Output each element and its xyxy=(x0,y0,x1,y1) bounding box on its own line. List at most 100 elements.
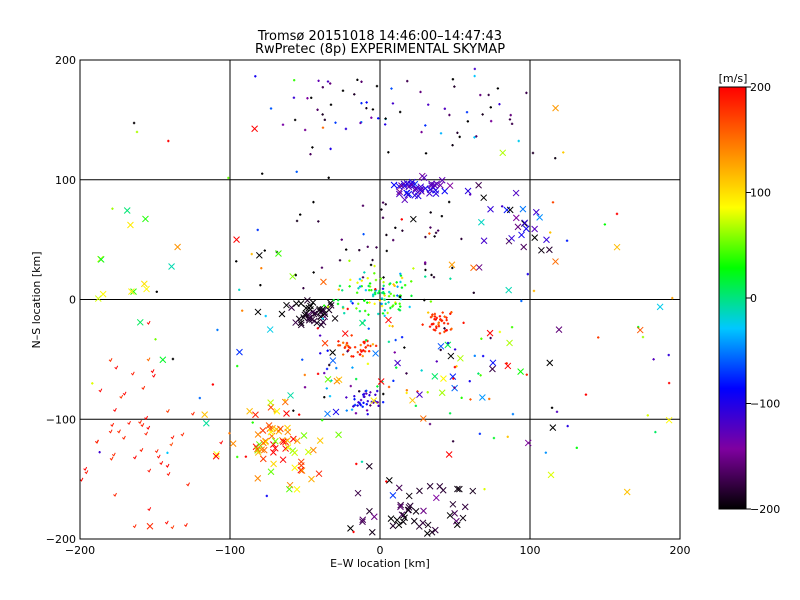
data-point xyxy=(378,299,382,302)
data-point xyxy=(359,403,362,407)
data-point xyxy=(347,524,354,532)
data-point xyxy=(255,251,263,259)
data-point xyxy=(122,391,127,396)
data-point xyxy=(450,311,453,314)
data-point xyxy=(393,284,396,288)
data-point xyxy=(419,519,427,527)
data-point xyxy=(365,462,373,470)
data-point xyxy=(489,359,497,367)
data-point xyxy=(335,376,343,384)
data-point xyxy=(435,326,438,330)
data-point xyxy=(436,229,440,232)
data-point xyxy=(437,324,441,328)
data-point xyxy=(346,350,349,353)
data-point xyxy=(451,440,455,443)
data-point xyxy=(323,371,326,375)
data-point xyxy=(341,353,345,356)
data-point xyxy=(654,430,657,434)
data-point xyxy=(147,507,152,512)
data-point xyxy=(478,432,482,435)
data-point xyxy=(386,311,389,315)
data-point xyxy=(403,283,407,287)
data-point xyxy=(429,211,432,214)
data-point xyxy=(409,215,417,223)
data-point xyxy=(489,336,492,340)
data-point xyxy=(352,405,355,408)
data-point xyxy=(479,374,482,377)
data-point xyxy=(321,86,325,89)
data-point xyxy=(317,220,320,223)
data-point xyxy=(397,308,400,311)
data-point xyxy=(303,373,307,377)
data-point xyxy=(269,441,277,448)
data-point xyxy=(372,401,375,404)
data-point xyxy=(432,276,436,279)
data-point xyxy=(369,391,372,394)
data-point xyxy=(448,412,452,415)
data-point xyxy=(356,281,359,284)
data-point xyxy=(432,328,436,331)
data-point xyxy=(383,314,386,318)
data-point xyxy=(363,271,366,274)
data-point xyxy=(424,275,427,278)
data-point xyxy=(358,248,361,252)
data-point xyxy=(341,330,349,337)
colorbar-unit-label: [m/s] xyxy=(719,72,748,85)
data-point xyxy=(449,373,457,380)
data-point xyxy=(287,392,294,399)
y-tick-label: −200 xyxy=(46,533,76,546)
data-point xyxy=(213,450,221,458)
data-point xyxy=(405,492,413,500)
data-point xyxy=(363,350,367,353)
data-point xyxy=(399,272,402,275)
data-point xyxy=(368,282,372,285)
data-point xyxy=(397,503,404,511)
data-point xyxy=(385,233,388,237)
data-point xyxy=(312,310,320,317)
data-point xyxy=(388,290,391,294)
data-point xyxy=(201,411,209,418)
data-point xyxy=(488,397,491,401)
data-point xyxy=(665,416,673,424)
data-point xyxy=(84,470,89,475)
data-point xyxy=(320,266,324,269)
data-point xyxy=(399,274,403,277)
data-point xyxy=(354,412,358,415)
data-point xyxy=(394,359,401,367)
data-point xyxy=(500,205,504,208)
data-point xyxy=(428,528,436,536)
data-point xyxy=(424,521,432,529)
data-point xyxy=(346,344,350,348)
data-point xyxy=(297,319,305,327)
data-point xyxy=(228,432,231,435)
data-point xyxy=(544,451,548,454)
data-point xyxy=(281,123,285,126)
data-point xyxy=(432,322,435,326)
data-point xyxy=(373,272,376,275)
data-point xyxy=(392,238,395,242)
data-point xyxy=(284,437,291,444)
data-point xyxy=(458,135,461,139)
data-point xyxy=(382,276,385,279)
data-point xyxy=(387,295,391,298)
data-point xyxy=(433,312,437,316)
data-point xyxy=(472,291,475,294)
data-point xyxy=(322,304,326,307)
data-point xyxy=(109,456,114,461)
data-point xyxy=(354,377,358,381)
data-point xyxy=(338,344,342,347)
data-point xyxy=(378,289,381,293)
data-point xyxy=(216,328,219,332)
data-point xyxy=(127,420,131,426)
data-point xyxy=(150,369,155,374)
data-point xyxy=(427,103,430,106)
colorbar-tick-label: 0 xyxy=(750,292,757,305)
data-point xyxy=(365,392,368,395)
data-point xyxy=(518,231,525,239)
data-point xyxy=(419,90,422,94)
data-point xyxy=(479,93,482,97)
data-point xyxy=(623,488,631,496)
data-point xyxy=(211,383,215,386)
data-point xyxy=(359,516,367,524)
data-point xyxy=(438,332,442,335)
